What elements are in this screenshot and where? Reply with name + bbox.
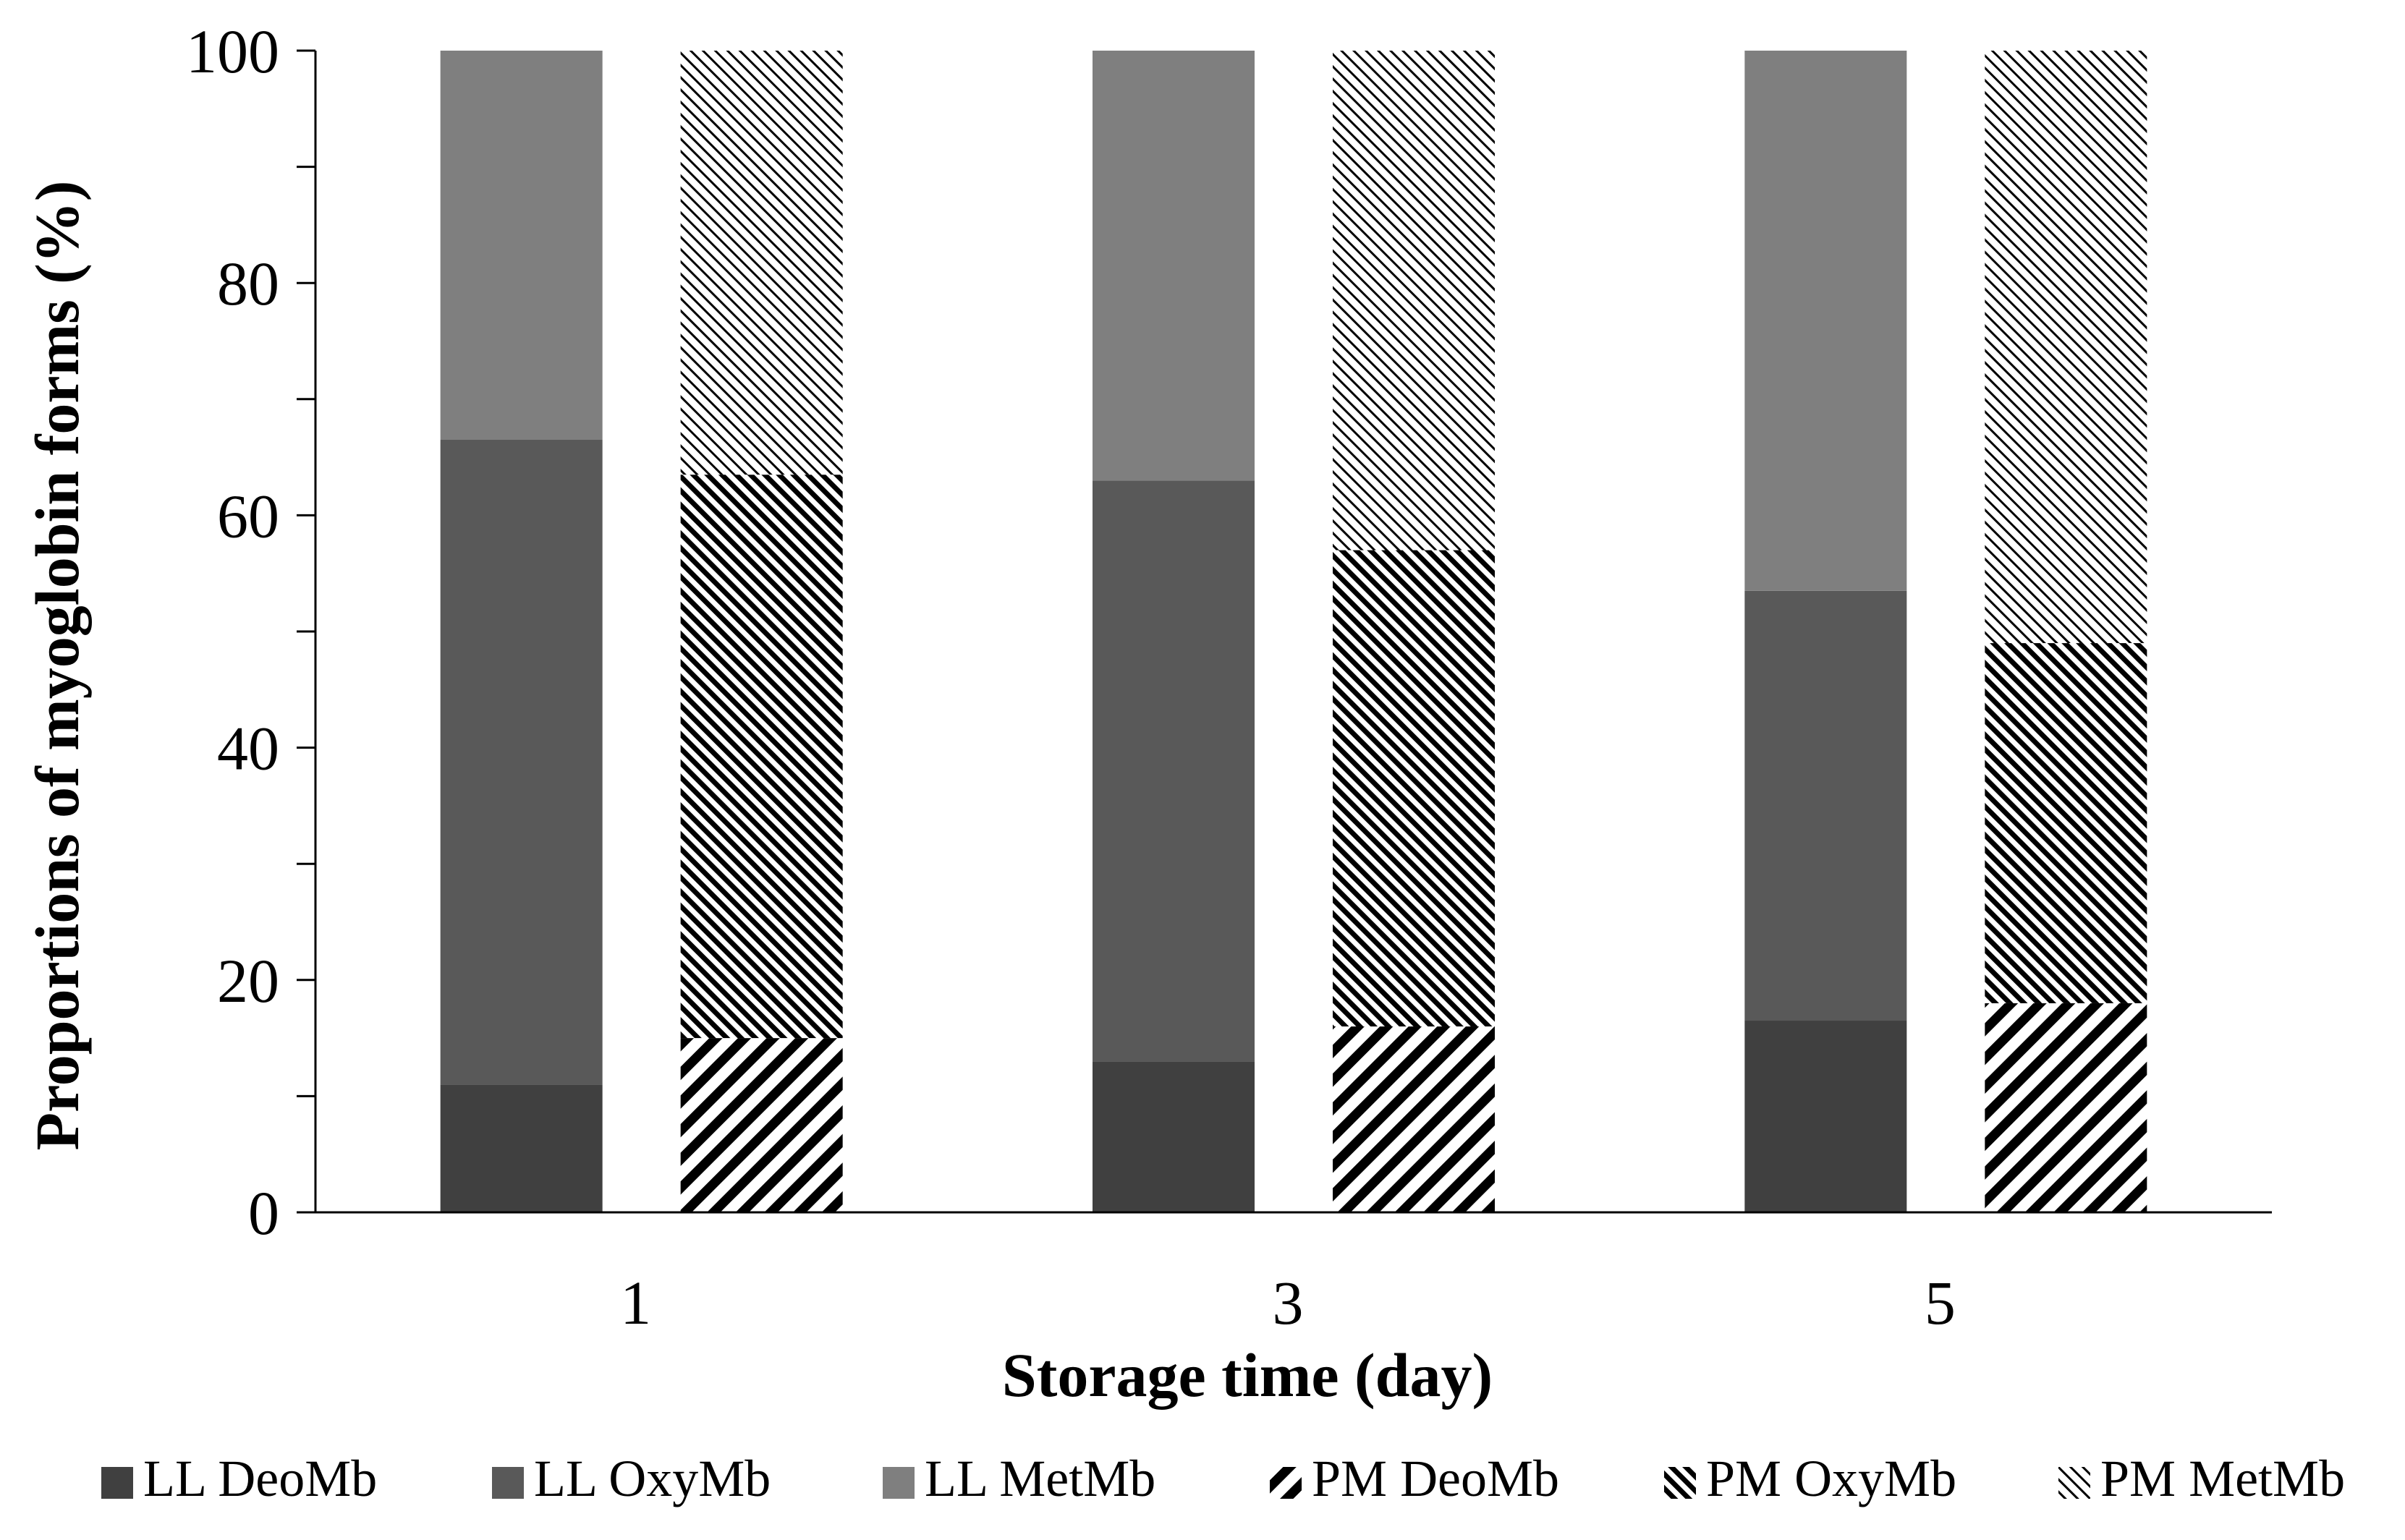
- bars-layer: [440, 51, 2147, 1212]
- bar-ll-metmb-day-5: [1744, 51, 1907, 591]
- x-tick-label: 1: [620, 1268, 651, 1337]
- bar-pm-oxymb-day-3: [1333, 550, 1495, 1027]
- bar-pm-metmb-day-1: [680, 51, 843, 475]
- x-tick-label: 3: [1273, 1268, 1304, 1337]
- bar-ll-oxymb-day-1: [440, 440, 603, 1085]
- legend-label: LL DeoMb: [143, 1450, 377, 1507]
- legend-label: LL MetMb: [925, 1450, 1155, 1507]
- legend-label: LL OxyMb: [534, 1450, 771, 1507]
- y-tick-label: 80: [217, 249, 279, 318]
- x-axis-title: Storage time (day): [1002, 1340, 1493, 1410]
- legend-item-ll-deomb: LL DeoMb: [101, 1450, 377, 1507]
- y-axis-title: Proportions of myoglobin forms (%): [22, 181, 92, 1151]
- bar-pm-oxymb-day-5: [1985, 643, 2147, 1003]
- y-tick-label: 0: [248, 1178, 279, 1248]
- x-tick-label: 5: [1925, 1268, 1956, 1337]
- legend-item-pm-deomb: PM DeoMb: [1270, 1450, 1559, 1507]
- y-tick-label: 20: [217, 946, 279, 1016]
- bar-ll-oxymb-day-5: [1744, 590, 1907, 1021]
- legend-swatch: [1270, 1467, 1302, 1499]
- bar-ll-deomb-day-1: [440, 1084, 603, 1212]
- bar-pm-oxymb-day-1: [680, 475, 843, 1039]
- bar-pm-deomb-day-5: [1985, 1003, 2147, 1212]
- legend-swatch: [883, 1467, 915, 1499]
- bar-ll-metmb-day-1: [440, 51, 603, 441]
- legend-swatch: [1664, 1467, 1696, 1499]
- bar-ll-oxymb-day-3: [1093, 480, 1255, 1062]
- axes-layer: 0 20 40 60 80 100 1 3 5: [186, 17, 2272, 1337]
- legend-label: PM MetMb: [2100, 1450, 2345, 1507]
- bar-ll-deomb-day-3: [1093, 1061, 1255, 1212]
- y-tick-label: 40: [217, 714, 279, 783]
- legend-item-pm-oxymb: PM OxyMb: [1664, 1450, 1956, 1507]
- legend-swatch: [2058, 1467, 2090, 1499]
- y-tick-label: 60: [217, 481, 279, 550]
- legend-item-ll-metmb: LL MetMb: [883, 1450, 1155, 1507]
- legend-label: PM DeoMb: [1312, 1450, 1559, 1507]
- bar-pm-deomb-day-1: [680, 1038, 843, 1212]
- bar-ll-metmb-day-3: [1093, 51, 1255, 481]
- bar-pm-metmb-day-3: [1333, 51, 1495, 550]
- bar-ll-deomb-day-5: [1744, 1021, 1907, 1212]
- bar-pm-metmb-day-5: [1985, 51, 2147, 644]
- legend-item-pm-metmb: PM MetMb: [2058, 1450, 2345, 1507]
- y-tick-label: 100: [186, 17, 279, 86]
- bar-pm-deomb-day-3: [1333, 1026, 1495, 1212]
- legend-swatch: [492, 1467, 524, 1499]
- legend-label: PM OxyMb: [1706, 1450, 1956, 1507]
- legend-item-ll-oxymb: LL OxyMb: [492, 1450, 771, 1507]
- legend: LL DeoMb LL OxyMb LL MetMb PM DeoMb PM OxyMb…: [101, 1450, 2345, 1507]
- legend-swatch: [101, 1467, 133, 1499]
